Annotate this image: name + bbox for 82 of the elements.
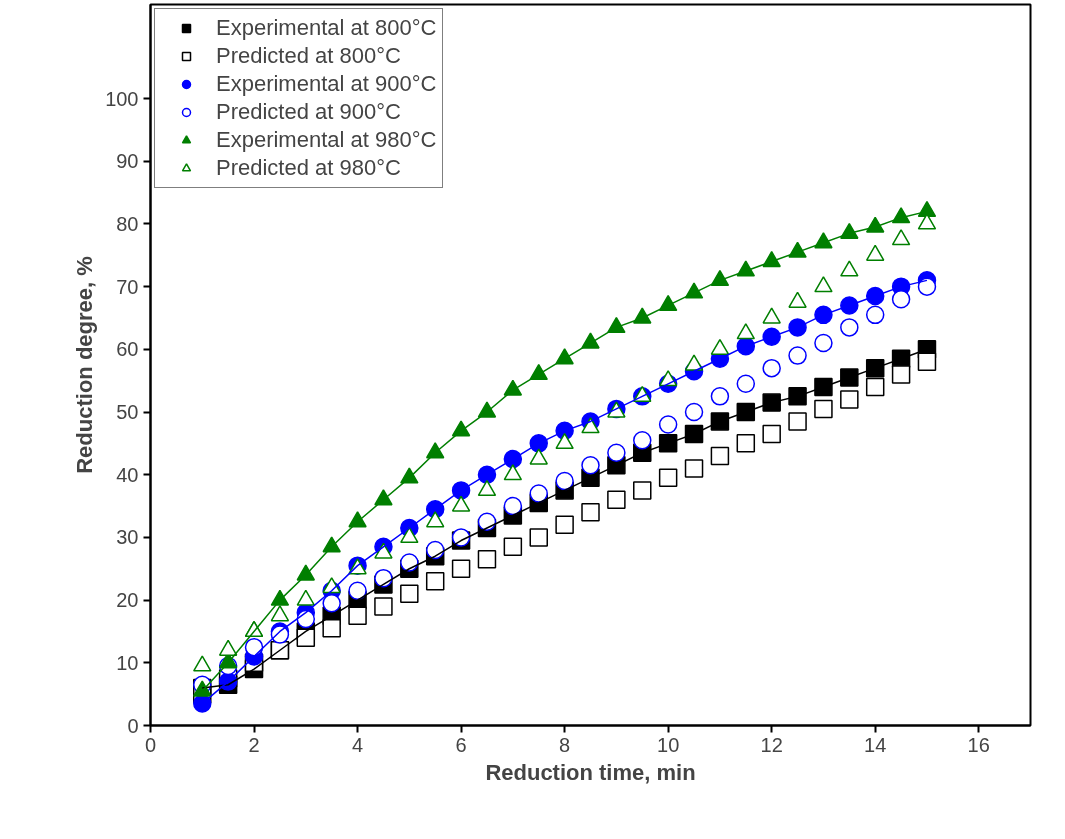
point [555,432,574,450]
point [581,332,600,349]
y-tick-label: 70 [116,275,139,298]
point [296,628,316,647]
point [917,277,937,296]
point [322,594,341,613]
point [684,282,704,299]
point [348,581,367,600]
point [529,484,548,503]
point [633,307,652,324]
point [658,434,678,453]
point [736,434,756,453]
point [736,323,756,340]
x-tick-label: 0 [144,733,157,756]
point [840,260,859,277]
point [762,393,781,412]
point [477,550,497,569]
legend-label: Experimental at 980°C [216,127,437,153]
point [607,443,626,463]
point [658,468,678,488]
x-tick-label: 16 [967,733,990,756]
y-tick-label: 100 [105,87,139,110]
point [503,537,523,557]
point [788,387,807,406]
point [840,368,859,387]
x-tick-label: 6 [455,733,467,756]
y-tick-label: 90 [116,150,139,173]
point [865,216,885,233]
point [814,377,833,397]
point [425,540,445,560]
x-tick-label: 8 [559,733,571,756]
y-tick-label: 0 [127,714,139,737]
point [684,354,704,371]
point [503,496,523,516]
y-tick-label: 10 [116,651,139,674]
y-tick-label: 20 [116,589,139,612]
point [788,241,807,258]
x-tick-label: 4 [352,733,364,756]
point [296,609,316,629]
x-axis-title: Reduction time, min [485,759,696,785]
point [710,446,730,466]
y-tick-label: 50 [116,401,139,424]
y-tick-label: 80 [116,212,139,235]
legend-label: Predicted at 800°C [216,43,401,69]
legend-label: Experimental at 800°C [216,15,437,41]
point [451,559,471,579]
point [917,352,937,372]
point [244,637,264,657]
point [865,377,885,397]
y-axis-title: Reduction degree, % [72,256,98,474]
point [710,338,730,355]
point [374,568,393,588]
point [736,260,756,277]
x-tick-label: 2 [248,733,260,756]
point [891,229,911,246]
y-tick-label: 60 [116,338,139,361]
point [581,456,600,475]
point [555,471,574,491]
point [814,276,833,293]
point [762,424,781,444]
point [891,365,911,384]
legend-label: Experimental at 900°C [216,71,437,97]
point [400,553,419,572]
y-tick-label: 40 [116,463,139,486]
point [762,307,781,324]
point [425,572,445,591]
legend-label: Predicted at 900°C [216,99,401,125]
legend-label: Predicted at 980°C [216,155,401,181]
point [322,619,341,638]
x-tick-label: 10 [657,733,680,756]
x-tick-label: 14 [864,733,887,756]
point [503,464,523,481]
point [477,401,497,418]
point [684,459,704,478]
point [814,399,833,419]
point [633,431,652,450]
point [710,412,730,431]
point [581,417,600,434]
point [788,291,807,308]
x-tick-label: 12 [760,733,783,756]
point [865,244,885,261]
y-tick-label: 30 [116,526,139,549]
